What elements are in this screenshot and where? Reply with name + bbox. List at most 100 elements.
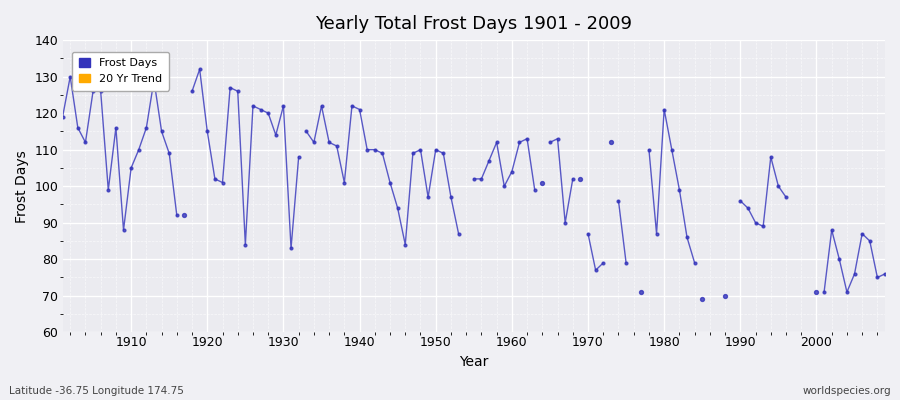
- Point: [878, 271, 892, 277]
- Point: [619, 260, 634, 266]
- Point: [428, 146, 443, 153]
- Point: [292, 154, 306, 160]
- Point: [421, 194, 436, 200]
- Point: [817, 289, 832, 295]
- Legend: Frost Days, 20 Yr Trend: Frost Days, 20 Yr Trend: [72, 52, 168, 91]
- Point: [650, 230, 664, 237]
- Point: [63, 74, 77, 80]
- Point: [466, 176, 481, 182]
- Point: [360, 146, 374, 153]
- Point: [413, 146, 428, 153]
- Point: [238, 242, 253, 248]
- Point: [634, 289, 649, 295]
- Point: [824, 227, 839, 233]
- Point: [444, 194, 458, 200]
- Text: worldspecies.org: worldspecies.org: [803, 386, 891, 396]
- Point: [184, 88, 199, 94]
- Point: [284, 245, 298, 252]
- Point: [763, 154, 778, 160]
- Point: [382, 179, 397, 186]
- Point: [558, 220, 572, 226]
- Point: [375, 150, 390, 156]
- Point: [695, 296, 709, 303]
- Point: [536, 179, 550, 186]
- Point: [847, 271, 861, 277]
- Point: [177, 212, 192, 219]
- Point: [208, 176, 222, 182]
- Point: [672, 187, 687, 193]
- Point: [155, 128, 169, 135]
- Point: [680, 234, 694, 240]
- Point: [573, 176, 588, 182]
- Point: [474, 176, 489, 182]
- Point: [580, 230, 595, 237]
- Title: Yearly Total Frost Days 1901 - 2009: Yearly Total Frost Days 1901 - 2009: [315, 15, 633, 33]
- Point: [200, 128, 214, 135]
- Point: [261, 110, 275, 116]
- Point: [345, 103, 359, 109]
- Point: [193, 66, 207, 72]
- X-axis label: Year: Year: [459, 355, 489, 369]
- Point: [314, 103, 328, 109]
- Point: [307, 139, 321, 146]
- Y-axis label: Frost Days: Frost Days: [15, 150, 29, 222]
- Point: [741, 205, 755, 211]
- Point: [246, 103, 260, 109]
- Point: [223, 84, 238, 91]
- Point: [94, 88, 108, 94]
- Point: [596, 260, 610, 266]
- Point: [452, 230, 466, 237]
- Point: [436, 150, 451, 156]
- Point: [520, 136, 535, 142]
- Point: [565, 176, 580, 182]
- Point: [398, 242, 412, 248]
- Point: [329, 143, 344, 149]
- Point: [734, 198, 748, 204]
- Point: [862, 238, 877, 244]
- Point: [353, 106, 367, 113]
- Point: [551, 136, 565, 142]
- Point: [611, 198, 625, 204]
- Point: [109, 124, 123, 131]
- Point: [490, 139, 504, 146]
- Point: [505, 168, 519, 175]
- Point: [338, 179, 352, 186]
- Point: [162, 150, 176, 156]
- Point: [664, 146, 679, 153]
- Text: Latitude -36.75 Longitude 174.75: Latitude -36.75 Longitude 174.75: [9, 386, 184, 396]
- Point: [215, 179, 230, 186]
- Point: [124, 165, 139, 171]
- Point: [56, 114, 70, 120]
- Point: [604, 139, 618, 146]
- Point: [809, 289, 824, 295]
- Point: [657, 106, 671, 113]
- Point: [299, 128, 313, 135]
- Point: [718, 292, 733, 299]
- Point: [497, 183, 511, 189]
- Point: [86, 88, 100, 94]
- Point: [840, 289, 854, 295]
- Point: [512, 139, 526, 146]
- Point: [771, 183, 786, 189]
- Point: [688, 260, 702, 266]
- Point: [169, 212, 184, 219]
- Point: [832, 256, 847, 262]
- Point: [482, 158, 496, 164]
- Point: [855, 230, 869, 237]
- Point: [70, 124, 85, 131]
- Point: [870, 274, 885, 281]
- Point: [276, 103, 291, 109]
- Point: [230, 88, 245, 94]
- Point: [527, 187, 542, 193]
- Point: [78, 139, 93, 146]
- Point: [322, 139, 337, 146]
- Point: [140, 124, 154, 131]
- Point: [391, 205, 405, 211]
- Point: [147, 77, 161, 84]
- Point: [116, 227, 130, 233]
- Point: [131, 146, 146, 153]
- Point: [756, 223, 770, 230]
- Point: [268, 132, 283, 138]
- Point: [543, 139, 557, 146]
- Point: [406, 150, 420, 156]
